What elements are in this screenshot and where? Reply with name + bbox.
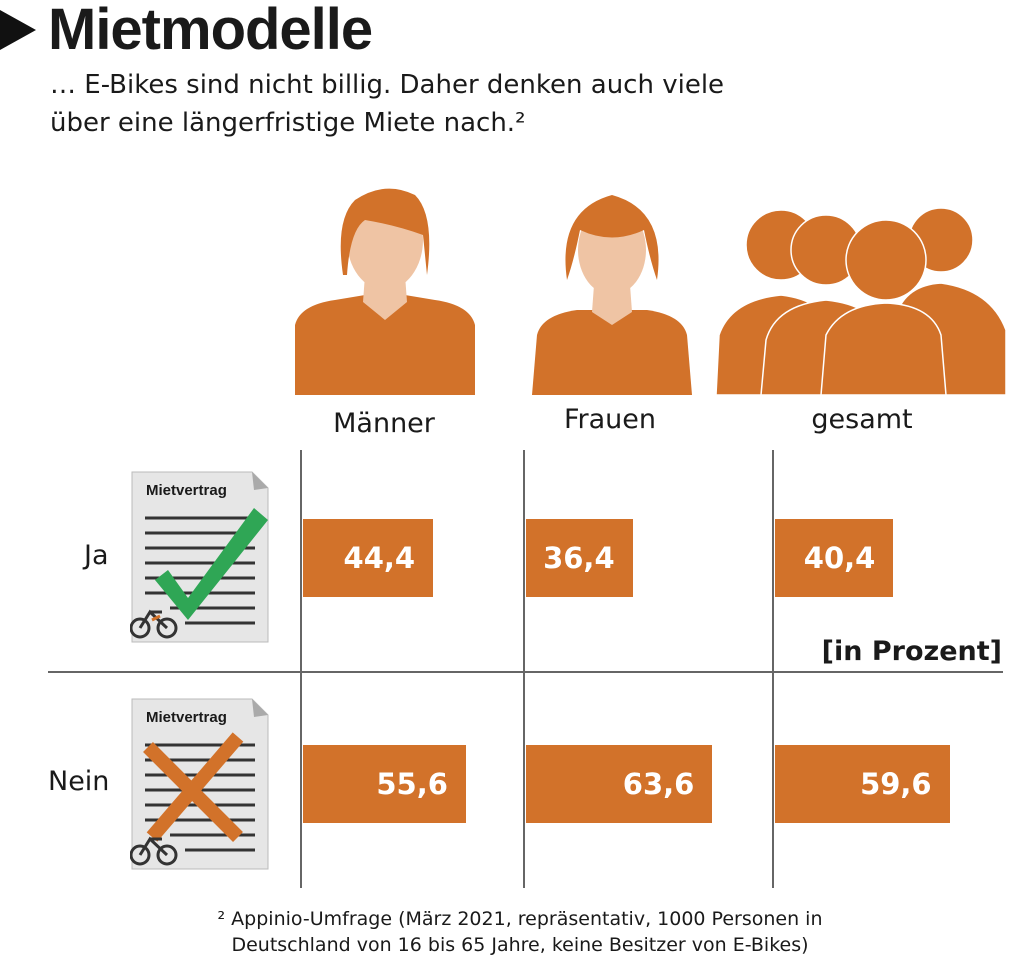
group-icon xyxy=(716,207,1006,395)
footnote-line-2: Deutschland von 16 bis 65 Jahre, keine B… xyxy=(231,934,809,956)
contract-check-icon: Mietvertrag xyxy=(130,470,270,645)
column-header-frauen: Frauen xyxy=(563,404,657,435)
bar-value-label: 36,4 xyxy=(543,541,615,575)
bar-nein-2: 59,6 xyxy=(775,745,950,823)
page-title: Mietmodelle xyxy=(48,0,373,62)
contract-label: Mietvertrag xyxy=(146,709,227,726)
column-divider xyxy=(772,450,774,888)
bar-nein-0: 55,6 xyxy=(303,745,466,823)
column-header-gesamt: gesamt xyxy=(811,404,913,435)
bar-value-label: 63,6 xyxy=(622,767,695,801)
bar-ja-0: 44,4 xyxy=(303,519,434,597)
unit-label: [in Prozent] xyxy=(821,636,1002,667)
bar-value-label: 59,6 xyxy=(860,767,932,801)
contract-cross-icon: Mietvertrag xyxy=(130,697,270,872)
man-icon xyxy=(295,188,475,395)
bar-value-label: 44,4 xyxy=(343,541,416,575)
bar-ja-2: 40,4 xyxy=(775,519,894,597)
row-divider xyxy=(48,671,1003,673)
contract-label: Mietvertrag xyxy=(146,482,227,499)
bar-value-label: 55,6 xyxy=(376,767,448,801)
bar-nein-1: 63,6 xyxy=(526,745,713,823)
title-arrow-icon xyxy=(0,10,36,50)
woman-icon xyxy=(532,195,692,395)
footnote: ² Appinio-Umfrage (März 2021, repräsenta… xyxy=(150,906,890,958)
row-label-ja: Ja xyxy=(84,540,109,571)
bar-ja-1: 36,4 xyxy=(526,519,633,597)
footnote-line-1: ² Appinio-Umfrage (März 2021, repräsenta… xyxy=(217,908,823,930)
column-divider xyxy=(300,450,302,888)
subtitle-line-1: … E-Bikes sind nicht billig. Daher denke… xyxy=(50,70,725,100)
bar-value-label: 40,4 xyxy=(803,541,876,575)
subtitle: … E-Bikes sind nicht billig. Daher denke… xyxy=(50,66,790,142)
row-label-nein: Nein xyxy=(48,766,110,797)
column-divider xyxy=(523,450,525,888)
column-header-maenner: Männer xyxy=(333,408,435,439)
subtitle-line-2: über eine längerfristige Miete nach.² xyxy=(50,108,526,138)
